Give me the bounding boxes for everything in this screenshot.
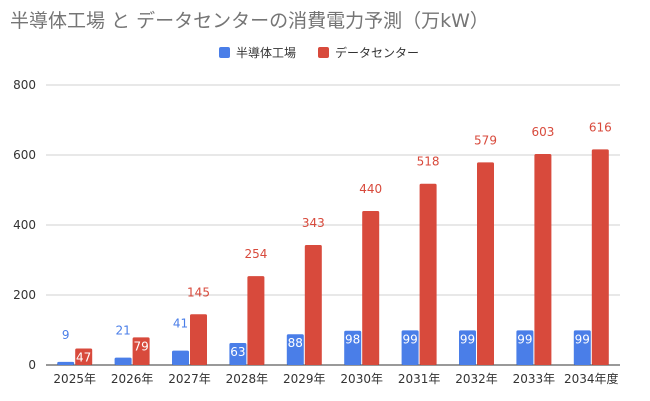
chart-title: 半導体工場 と データセンターの消費電力予測（万kW）: [10, 10, 489, 32]
data-label-semiconductor: 99: [575, 332, 590, 346]
bar-semiconductor: [114, 357, 132, 365]
data-label-datacenter: 579: [474, 133, 497, 147]
legend-swatch-datacenter: [318, 47, 330, 58]
y-tick-label: 600: [13, 148, 36, 162]
bar-semiconductor: [286, 334, 304, 365]
x-tick-label: 2029年: [283, 372, 326, 386]
x-tick-label: 2033年: [513, 372, 556, 386]
bar-semiconductor: [516, 330, 534, 365]
data-label-semiconductor: 99: [402, 332, 417, 346]
data-label-semiconductor: 88: [288, 336, 303, 350]
data-label-datacenter: 79: [133, 339, 148, 353]
data-label-semiconductor: 9: [62, 328, 70, 342]
legend-swatch-semiconductor: [219, 47, 230, 58]
data-label-datacenter: 616: [589, 120, 612, 134]
bar-semiconductor: [573, 330, 591, 365]
bar-semiconductor: [57, 361, 75, 365]
x-tick-label: 2026年: [111, 372, 154, 386]
data-label-semiconductor: 21: [115, 324, 130, 338]
legend-label-semiconductor: 半導体工場: [236, 46, 297, 60]
data-label-datacenter: 518: [417, 155, 440, 169]
data-label-semiconductor: 98: [345, 333, 360, 347]
y-tick-label: 800: [13, 78, 36, 92]
bar-datacenter: [419, 183, 437, 365]
x-tick-label: 2034年度: [564, 371, 619, 386]
bar-datacenter: [477, 162, 494, 365]
legend-item-semiconductor[interactable]: 半導体工場: [219, 44, 296, 61]
bar-semiconductor: [229, 342, 247, 365]
data-label-datacenter: 603: [531, 125, 554, 139]
x-tick-label: 2032年: [455, 372, 498, 386]
bar-datacenter: [362, 211, 380, 365]
data-label-datacenter: 254: [244, 247, 267, 261]
legend: 半導体工場 データセンター: [219, 44, 441, 61]
x-tick-label: 2028年: [226, 372, 269, 386]
data-label-datacenter: 343: [302, 216, 325, 230]
x-tick-label: 2030年: [340, 372, 383, 386]
bar-datacenter: [190, 314, 207, 365]
bar-datacenter: [591, 149, 609, 365]
bar-semiconductor: [172, 350, 189, 365]
x-tick-label: 2027年: [168, 372, 211, 386]
bar-datacenter: [534, 153, 552, 365]
legend-label-datacenter: データセンター: [335, 46, 420, 60]
data-label-semiconductor: 99: [460, 332, 475, 346]
bar-semiconductor: [401, 330, 419, 365]
bar-semiconductor: [344, 330, 362, 365]
bar-semiconductor: [459, 330, 476, 365]
y-tick-label: 0: [28, 358, 36, 372]
data-label-semiconductor: 99: [517, 332, 532, 346]
data-label-semiconductor: 41: [173, 317, 188, 331]
bar-datacenter: [132, 337, 150, 365]
data-label-datacenter: 145: [187, 285, 210, 299]
data-label-semiconductor: 63: [230, 345, 245, 359]
legend-item-datacenter[interactable]: データセンター: [318, 44, 419, 61]
bar-datacenter: [304, 244, 322, 365]
data-label-datacenter: 440: [359, 182, 382, 196]
x-tick-label: 2031年: [398, 372, 441, 386]
bar-datacenter: [247, 276, 265, 365]
y-tick-label: 200: [13, 288, 36, 302]
y-tick-label: 400: [13, 218, 36, 232]
data-label-datacenter: 47: [76, 351, 91, 365]
bar-datacenter: [75, 348, 93, 365]
x-tick-label: 2025年: [53, 372, 96, 386]
